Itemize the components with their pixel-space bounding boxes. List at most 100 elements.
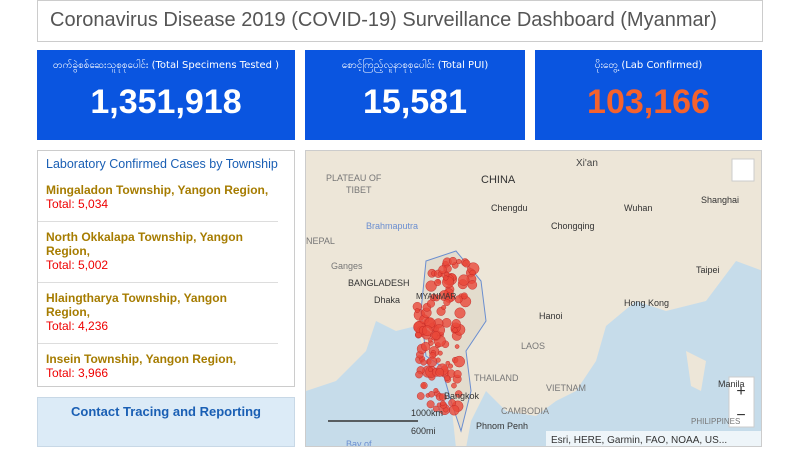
qr-icon[interactable] [731, 158, 755, 182]
case-dot [444, 375, 451, 382]
case-dot [425, 280, 437, 292]
scale-km: 1000km [411, 408, 443, 418]
card-value: 1,351,918 [90, 83, 242, 121]
case-dot [452, 327, 458, 333]
case-dot [440, 400, 446, 407]
township-name: North Okkalapa Township, Yangon Region, [46, 230, 243, 258]
case-dot [453, 370, 462, 379]
case-dot [437, 350, 443, 356]
township-total: Total: 3,966 [46, 366, 109, 380]
list-item[interactable]: Hlaingtharya Township, Yangon Region, Tot… [38, 283, 278, 344]
contact-tracing-button[interactable]: Contact Tracing and Reporting [37, 397, 295, 447]
land [686, 351, 706, 391]
township-list: Laboratory Confirmed Cases by Township M… [37, 150, 295, 387]
map-label: Wuhan [624, 203, 652, 213]
attribution: Esri, HERE, Garmin, FAO, NOAA, US... [551, 435, 727, 446]
case-dot [421, 325, 433, 337]
card: ပိုးတွေ့ (Lab Confirmed) 103,166 [535, 50, 762, 140]
case-dot [443, 275, 449, 281]
map-label: Dhaka [374, 295, 400, 305]
case-dot [441, 318, 452, 328]
case-dot [448, 405, 460, 416]
card-value: 103,166 [587, 83, 710, 121]
list-item[interactable]: Mingaladon Township, Yangon Region, Total… [38, 175, 278, 222]
map-label: PLATEAU OF [326, 173, 382, 183]
map-label: Phnom Penh [476, 421, 528, 431]
case-dot [426, 400, 435, 409]
case-dot [428, 367, 433, 373]
dashboard-title: Coronavirus Disease 2019 (COVID-19) Surv… [37, 0, 763, 42]
map-label: Ganges [331, 261, 363, 271]
scale-mi: 600mi [411, 426, 436, 436]
list-item[interactable]: Insein Township, Yangon Region, Total: 3,… [38, 344, 278, 386]
case-dot [454, 390, 463, 398]
case-dot [453, 355, 465, 368]
map-label: Bangkok [444, 391, 480, 401]
case-dot [426, 356, 438, 367]
map-label: THAILAND [474, 373, 519, 383]
list-title: Laboratory Confirmed Cases by Township [46, 157, 278, 171]
case-dot [435, 368, 445, 377]
case-dot [434, 279, 442, 287]
card-value: 15,581 [363, 83, 467, 121]
case-dot [447, 363, 453, 369]
case-dot [467, 280, 478, 290]
map-label: Chengdu [491, 203, 528, 213]
case-dot [460, 292, 468, 300]
case-dot [456, 258, 462, 265]
map-label: NEPAL [306, 236, 335, 246]
township-name: Hlaingtharya Township, Yangon Region, [46, 291, 227, 319]
attribution-bg [546, 431, 761, 446]
township-name: Insein Township, Yangon Region, [46, 352, 237, 366]
case-dot [414, 308, 420, 314]
map-label: Hong Kong [624, 298, 669, 308]
case-dot [443, 298, 451, 306]
case-dot [448, 256, 457, 266]
card-label: စောင့်ကြည့်လူနာစုစုပေါင်း (Total PUI) [341, 60, 489, 71]
map-label: Brahmaputra [366, 221, 418, 231]
case-dot [431, 331, 441, 340]
case-dot [438, 265, 447, 274]
card: တက်ခွဲစစ်ဆေးသူစုစုပေါင်း (Total Specimen… [37, 50, 295, 140]
case-dot [426, 299, 436, 308]
list-item[interactable]: North Okkalapa Township, Yangon Region, T… [38, 222, 278, 283]
zoom-out[interactable]: − [736, 407, 745, 424]
case-dot [446, 292, 451, 297]
card-label: တက်ခွဲစစ်ဆေးသူစုစုပေါင်း (Total Specimen… [52, 60, 280, 71]
map-label: TIBET [346, 185, 372, 195]
map-label: Xi'an [576, 158, 598, 169]
map-canvas: Xi'an PLATEAU OF TIBET CHINA Chengdu Wuhan Sha… [306, 151, 761, 447]
zoom-in[interactable]: + [736, 383, 745, 400]
case-dot [432, 405, 440, 412]
map-label: Bay of [346, 439, 372, 447]
case-dot [458, 274, 470, 286]
map-label: PHILIPPINES [691, 417, 740, 426]
case-dot [421, 341, 431, 351]
map-label: BANGLADESH [348, 278, 410, 288]
map-label: CHINA [481, 174, 516, 186]
township-name: Mingaladon Township, Yangon Region, [46, 183, 269, 197]
case-dot [433, 388, 439, 394]
case-dot [416, 392, 425, 400]
map-label: MYANMAR [416, 292, 457, 301]
map-label: Manila [718, 379, 745, 389]
township-total: Total: 5,034 [46, 197, 109, 211]
case-dot [451, 382, 457, 389]
card-label: ပိုးတွေ့ (Lab Confirmed) [594, 60, 703, 71]
land [306, 151, 761, 446]
case-dot [427, 337, 433, 343]
zoom-control [728, 376, 755, 428]
case-dot [415, 370, 423, 379]
map-label: Hanoi [539, 311, 563, 321]
case-dot [441, 305, 447, 310]
township-total: Total: 5,002 [46, 258, 109, 272]
map-label: CAMBODIA [501, 406, 549, 416]
map-label: Taipei [696, 265, 720, 275]
case-dot [462, 259, 471, 268]
case-dot [420, 381, 428, 390]
case-dot [454, 307, 466, 319]
map-label: LAOS [521, 341, 545, 351]
township-total: Total: 4,236 [46, 319, 109, 333]
case-dot [420, 359, 427, 366]
